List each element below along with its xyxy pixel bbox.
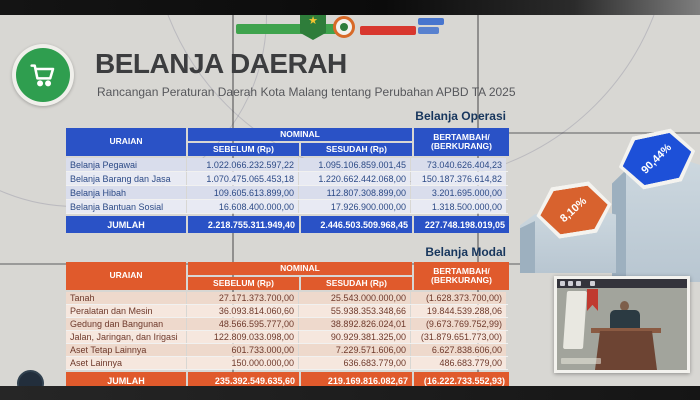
- table-row: Belanja Hibah 109.605.613.899,00 112.807…: [66, 186, 508, 200]
- table-belanja-operasi: URAIAN NOMINAL SEBELUM (Rp) SESUDAH (Rp)…: [66, 128, 509, 233]
- table-row: Belanja Pegawai 1.022.066.232.597,22 1.0…: [66, 158, 508, 172]
- window-control-icon[interactable]: [568, 281, 573, 286]
- podium-top: [591, 328, 661, 333]
- table-total-row: JUMLAH 2.218.755.311.949,40 2.446.503.50…: [66, 216, 509, 233]
- video-titlebar: [557, 279, 687, 288]
- flag-red-pennant: [587, 289, 598, 311]
- column-header-bertambah: BERTAMBAH/ (BERKURANG): [414, 262, 509, 290]
- table-row: Tanah 27.171.373.700,00 25.543.000.000,0…: [66, 292, 508, 305]
- table-row: Aset Lainnya 150.000.000,00 636.683.779,…: [66, 357, 508, 370]
- podium: [595, 331, 657, 370]
- column-header-nominal: NOMINAL: [188, 128, 412, 141]
- table-header: URAIAN NOMINAL SEBELUM (Rp) SESUDAH (Rp)…: [66, 262, 509, 290]
- speaker-person: [620, 301, 629, 311]
- screen-panel-seam: [462, 132, 700, 134]
- window-control-icon[interactable]: [560, 281, 565, 286]
- logo-wordmark: [418, 27, 439, 34]
- window-control-icon[interactable]: [576, 281, 581, 286]
- column-header-uraian: URAIAN: [66, 262, 186, 290]
- logo-bar-green: [236, 24, 352, 34]
- table-row: Gedung dan Bangunan 48.566.595.777,00 38…: [66, 318, 508, 331]
- column-header-sesudah: SESUDAH (Rp): [301, 277, 412, 290]
- table-total-row: JUMLAH 235.392.549.635,60 219.169.816.08…: [66, 372, 509, 389]
- video-caption: [561, 358, 601, 364]
- window-control-icon[interactable]: [590, 281, 595, 286]
- column-header-sebelum: SEBELUM (Rp): [188, 277, 299, 290]
- table-header: URAIAN NOMINAL SEBELUM (Rp) SESUDAH (Rp)…: [66, 128, 509, 156]
- table-row: Aset Tetap Lainnya 601.733.000,00 7.229.…: [66, 344, 508, 357]
- column-header-sesudah: SESUDAH (Rp): [301, 143, 412, 156]
- page-subtitle: Rancangan Peraturan Daerah Kota Malang t…: [97, 85, 516, 99]
- section-title-operasi: Belanja Operasi: [415, 109, 506, 123]
- section-title-modal: Belanja Modal: [425, 245, 506, 259]
- table-row: Belanja Bantuan Sosial 16.608.400.000,00…: [66, 200, 508, 214]
- column-header-nominal: NOMINAL: [188, 262, 412, 275]
- table-row: Jalan, Jaringan, dan Irigasi 122.809.033…: [66, 331, 508, 344]
- flag-white: [562, 291, 588, 349]
- logo-bar-red: [360, 26, 416, 35]
- screen-bottom-bezel: [0, 386, 700, 400]
- table-belanja-modal: URAIAN NOMINAL SEBELUM (Rp) SESUDAH (Rp)…: [66, 262, 509, 389]
- column-header-uraian: URAIAN: [66, 128, 186, 156]
- column-header-bertambah: BERTAMBAH/ (BERKURANG): [414, 128, 509, 156]
- table-row: Peralatan dan Mesin 36.093.814.060,60 55…: [66, 305, 508, 318]
- table-row: Belanja Barang dan Jasa 1.070.475.065.45…: [66, 172, 508, 186]
- video-window[interactable]: [554, 276, 690, 373]
- pillar-modal-facet: [520, 221, 535, 273]
- operasi-percent-label: 90,44%: [639, 141, 675, 177]
- video-feed: [557, 279, 687, 370]
- modal-percent-label: 8,10%: [558, 195, 590, 225]
- page-title: BELANJA DAERAH: [95, 48, 347, 79]
- logo-wordmark: [418, 18, 444, 25]
- round-emblem-icon: [333, 16, 355, 38]
- column-header-sebelum: SEBELUM (Rp): [188, 143, 299, 156]
- screen-top-bezel: [0, 0, 700, 15]
- cart-icon: [16, 48, 70, 102]
- cart-badge: [12, 44, 74, 106]
